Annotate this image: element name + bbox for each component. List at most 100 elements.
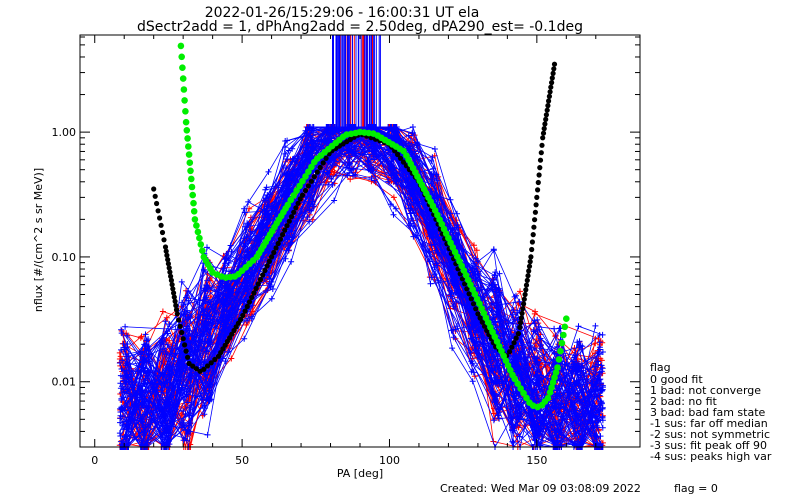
black-fit-dot [540, 130, 547, 136]
black-fit-dot [549, 80, 555, 86]
legend-entry: 1 bad: not converge [650, 384, 761, 397]
black-fit-dot [466, 291, 472, 297]
black-fit-dot [302, 187, 309, 194]
blue-spectrum-marker [516, 298, 523, 305]
blue-spectrum-marker [512, 368, 519, 375]
green-fit-dot [555, 356, 563, 363]
black-fit-dot [541, 126, 547, 132]
black-fit-dot [163, 248, 169, 254]
blue-spectrum-marker [515, 342, 522, 349]
green-fit-dot [517, 385, 524, 392]
black-fit-dot [513, 335, 519, 341]
blue-spectrum-marker [244, 317, 250, 324]
blue-spectrum-marker [304, 214, 311, 221]
blue-spectrum-marker [449, 345, 456, 352]
blue-spectrum-marker [306, 124, 313, 130]
blue-spectrum-marker [288, 258, 295, 265]
blue-spectrum-marker [469, 378, 476, 385]
red-spectrum-marker [390, 194, 397, 201]
blue-spectrum-marker [496, 270, 503, 277]
green-fit-dot [199, 247, 206, 254]
blue-spectrum-marker [534, 316, 541, 323]
blue-spectrum-marker [268, 278, 275, 285]
blue-spectrum-marker [368, 141, 375, 148]
black-fit-dot [468, 296, 474, 302]
black-fit-dot [534, 194, 540, 200]
green-fit-dot [193, 222, 200, 229]
blue-spectrum-marker [118, 397, 125, 404]
blue-spectrum-marker [537, 335, 544, 342]
blue-spectrum-marker [144, 345, 151, 352]
blue-spectrum-marker [434, 262, 441, 269]
green-fit-dot [177, 42, 185, 50]
blue-spectrum-marker [118, 366, 125, 372]
black-fit-dot [547, 89, 553, 95]
blue-spectrum-marker [511, 293, 518, 300]
blue-spectrum-marker [241, 205, 248, 212]
blue-spectrum-marker [558, 400, 565, 407]
black-fit-dot [522, 291, 528, 298]
black-fit-dot [299, 192, 306, 198]
blue-spectrum-marker [204, 306, 211, 313]
blue-spectrum-marker [495, 412, 502, 419]
blue-spectrum-marker [241, 335, 248, 342]
blue-spectrum-marker [181, 308, 188, 315]
blue-spectrum-marker [244, 220, 251, 227]
chart-title-line1: 2022-01-26/15:29:06 - 16:00:31 UT ela [205, 5, 480, 21]
blue-spectrum-marker [467, 349, 474, 356]
blue-spectrum-marker [536, 381, 543, 388]
black-fit-dot [240, 312, 246, 319]
blue-spectrum-marker [199, 396, 206, 403]
blue-spectrum-marker [204, 431, 211, 438]
black-fit-dot [173, 302, 179, 309]
y-tick-label: 0.01 [52, 376, 77, 389]
blue-spectrum-marker [120, 340, 127, 347]
black-fit-dot [305, 183, 311, 189]
black-fit-dot [273, 245, 279, 251]
blue-spectrum-marker [557, 404, 564, 411]
black-fit-dot [266, 258, 272, 264]
blue-spectrum-marker [433, 171, 440, 178]
blue-spectrum-marker [405, 145, 412, 152]
blue-spectrum-marker [306, 158, 312, 165]
red-spectrum-marker [532, 308, 539, 315]
blue-spectrum-marker [447, 258, 454, 265]
green-fit-dot [560, 331, 567, 339]
blue-spectrum-marker [448, 265, 455, 272]
blue-spectrum-marker [180, 408, 187, 415]
blue-spectrum-marker [243, 287, 250, 293]
blue-spectrum-marker [158, 339, 165, 346]
blue-spectrum-marker [262, 197, 269, 204]
blue-spectrum-trace [121, 126, 601, 433]
black-fit-dot [521, 301, 527, 307]
black-fit-dot [291, 209, 297, 215]
red-spectrum-marker [228, 355, 235, 362]
blue-spectrum-marker [472, 321, 479, 327]
blue-spectrum-marker [467, 308, 474, 315]
blue-spectrum-marker [120, 386, 127, 393]
blue-spectrum-marker [159, 348, 166, 355]
blue-spectrum-marker [349, 148, 355, 155]
blue-spectrum-marker [514, 316, 521, 323]
blue-spectrum-marker [202, 405, 208, 412]
black-fit-dot [320, 160, 326, 166]
blue-spectrum-marker [186, 428, 193, 435]
blue-spectrum-marker [555, 409, 562, 416]
red-spectrum-marker [347, 176, 354, 183]
black-fit-dot [507, 349, 513, 355]
blue-spectrum-marker [289, 156, 296, 163]
black-fit-dot [473, 306, 479, 312]
black-fit-dot [179, 329, 185, 336]
blue-spectrum-marker [534, 368, 541, 375]
blue-spectrum-marker [454, 323, 461, 330]
blue-spectrum-marker [123, 421, 130, 428]
blue-spectrum-marker [598, 362, 605, 369]
blue-spectrum-marker [201, 411, 208, 418]
blue-spectrum-marker [304, 193, 311, 200]
blue-spectrum-marker [326, 131, 333, 138]
black-fit-dot [539, 142, 545, 148]
blue-spectrum-marker [598, 387, 605, 393]
blue-spectrum-marker [222, 292, 229, 299]
black-fit-dot [532, 217, 538, 223]
